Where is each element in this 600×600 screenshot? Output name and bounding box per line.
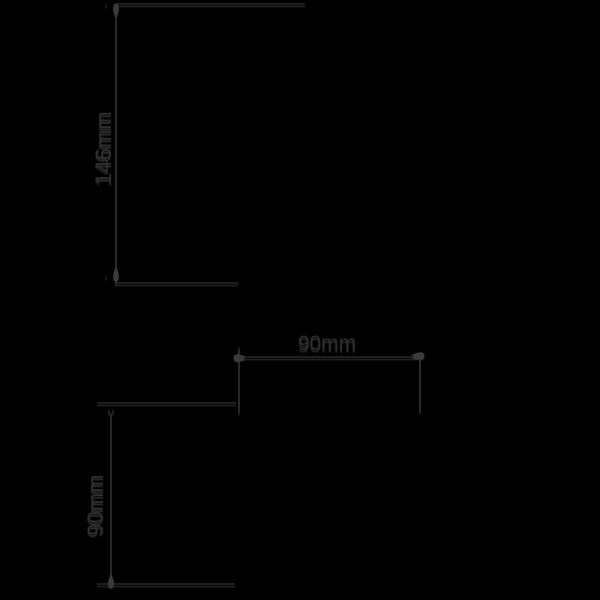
svg-text:146mm: 146mm bbox=[91, 111, 116, 184]
svg-text:90mm: 90mm bbox=[83, 474, 108, 535]
svg-text:90mm: 90mm bbox=[298, 332, 356, 355]
